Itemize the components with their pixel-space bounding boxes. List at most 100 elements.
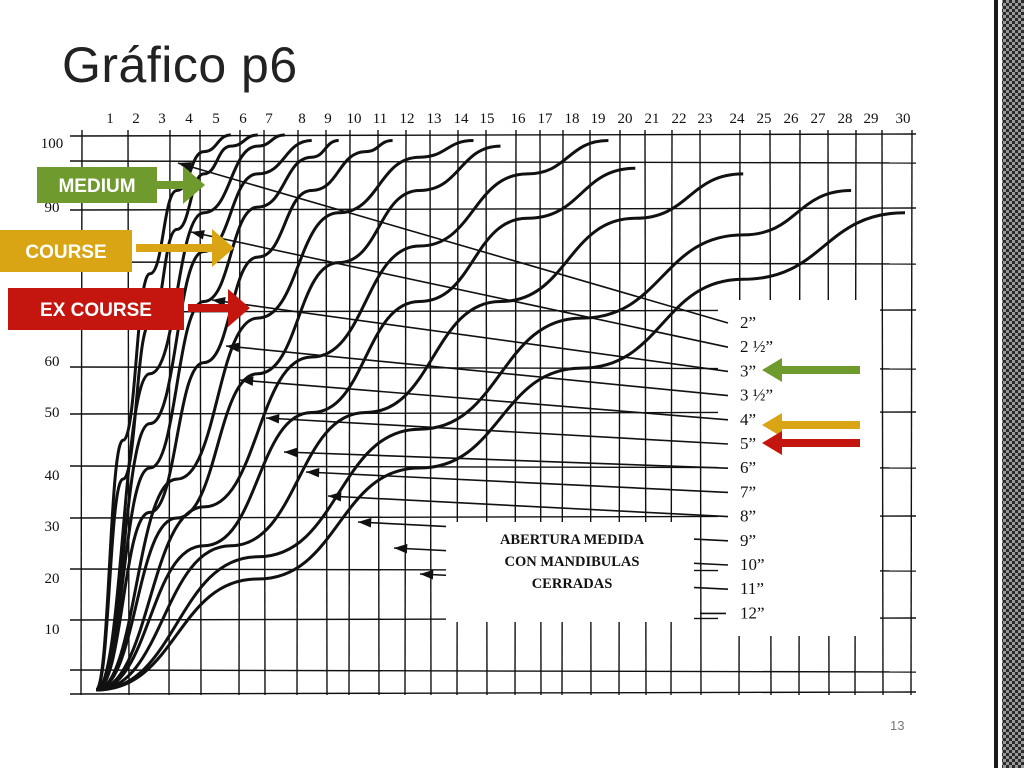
left-axis: 100 90 60 50 40 30 20 10	[41, 136, 64, 638]
legend-arrowhead	[266, 413, 280, 424]
legend-label: 9”	[740, 531, 756, 550]
top-tick-label: 21	[645, 111, 660, 127]
top-tick-label: 2	[132, 111, 140, 127]
series-line	[95, 144, 501, 692]
chart-legend: 2” 2 ½” 3” 3 ½” 4” 5” 6” 7” 8” 9” 10” 11” 12”	[177, 162, 880, 636]
legend-arrowhead	[420, 569, 434, 580]
grid-vline	[296, 129, 299, 696]
top-tick-label: 15	[480, 111, 495, 127]
top-tick-label: 29	[864, 111, 879, 127]
legend-label: 8”	[740, 507, 756, 526]
series-line	[95, 139, 609, 692]
legend-label: 7”	[740, 482, 756, 501]
legend-panel	[718, 300, 880, 636]
ex_course-legend-arrow-head	[762, 431, 782, 455]
series-line	[95, 139, 474, 692]
left-tick-label: 60	[45, 354, 60, 370]
chart: 1 2 3 4 5 6 7 8 9 10 11 12 13 14 15 16 17 18 19 20 21 22 23 24 2…	[0, 111, 917, 696]
legend-label: 2 ½”	[740, 337, 773, 356]
chart-svg: 1 2 3 4 5 6 7 8 9 10 11 12 13 14 15 16 17 18 19 20 21 22 23 24 2…	[0, 111, 917, 696]
top-tick-label: 27	[811, 111, 827, 127]
grid-hline	[69, 691, 917, 695]
grid-vline	[199, 129, 202, 696]
series-line	[94, 133, 231, 692]
top-tick-label: 22	[672, 111, 687, 127]
left-tick-label: 10	[45, 622, 60, 638]
top-tick-label: 5	[212, 111, 220, 127]
top-tick-label: 13	[427, 111, 442, 127]
page-number: 13	[890, 718, 905, 733]
legend-arrowhead	[178, 162, 192, 172]
legend-arrowhead	[240, 376, 254, 386]
note-label: ABERTURA MEDIDA	[500, 532, 645, 548]
left-tick-label: 100	[41, 136, 64, 152]
slide-border-decoration	[982, 0, 1024, 768]
grid-hline	[69, 261, 917, 265]
legend-label: 5”	[740, 434, 756, 453]
chart-series	[94, 133, 906, 692]
legend-leader-line	[283, 451, 729, 469]
top-tick-label: 24	[730, 111, 746, 127]
legend-label: 3”	[740, 361, 756, 380]
medium-arrow-shaft	[157, 181, 187, 189]
legend-arrowhead	[284, 447, 298, 458]
legend-arrowhead	[226, 342, 240, 353]
series-line	[95, 139, 339, 692]
grid-hline	[69, 133, 917, 137]
top-tick-label: 16	[511, 111, 527, 127]
left-tick-label: 90	[45, 200, 60, 216]
top-tick-label: 30	[896, 111, 911, 127]
top-tick-label: 8	[298, 111, 306, 127]
ex_course-label-box	[8, 288, 184, 330]
top-tick-label: 1	[106, 111, 114, 127]
top-tick-label: 17	[538, 111, 554, 127]
ex_course-legend-arrow-shaft	[778, 439, 860, 447]
legend-label: 3 ½”	[740, 386, 773, 405]
top-tick-label: 28	[838, 111, 853, 127]
left-tick-label: 50	[45, 405, 60, 421]
legend-leader-line	[239, 379, 729, 421]
note-label: CON MANDIBULAS	[505, 554, 640, 570]
medium-label-box	[37, 167, 157, 203]
legend-label: 2”	[740, 313, 756, 332]
grid-vline	[325, 129, 328, 696]
course-arrow-shaft	[136, 244, 216, 252]
top-tick-label: 20	[618, 111, 633, 127]
top-tick-label: 25	[757, 111, 772, 127]
grid-hline	[69, 669, 917, 673]
legend-leader-line	[265, 417, 729, 445]
medium-arrow-head	[183, 166, 205, 204]
series-line	[95, 133, 285, 692]
top-tick-label: 12	[400, 111, 415, 127]
grid-vline	[404, 129, 407, 696]
legend-label: 6”	[740, 458, 756, 477]
top-tick-label: 6	[239, 111, 247, 127]
series-line	[95, 189, 852, 692]
medium-label: MEDIUM	[58, 176, 135, 197]
top-tick-label: 18	[565, 111, 580, 127]
top-tick-label: 4	[185, 111, 193, 127]
legend-label: 4”	[740, 410, 756, 429]
legend-leader-line	[190, 231, 729, 348]
ex_course-arrow-head	[228, 289, 250, 327]
legend-arrowhead	[306, 467, 320, 478]
left-tick-label: 40	[45, 468, 60, 484]
series-line	[95, 211, 906, 692]
legend-leader-line	[177, 162, 729, 324]
series-line	[95, 166, 636, 692]
legend-label: 11”	[740, 579, 764, 598]
slide-title: Gráfico p6	[62, 37, 298, 93]
legend-label: 10”	[740, 555, 765, 574]
grid-vline	[168, 129, 171, 696]
category-labels: MEDIUM COURSE EX COURSE	[0, 166, 860, 455]
course-legend-arrow-shaft	[778, 421, 860, 429]
series-line	[95, 139, 312, 692]
left-tick-label: 30	[45, 519, 60, 535]
grid-hline	[69, 160, 917, 164]
course-label-box	[0, 230, 132, 272]
legend-arrowhead	[394, 543, 408, 554]
top-tick-label: 7	[265, 111, 273, 127]
left-tick-label: 20	[45, 571, 60, 587]
top-tick-label: 23	[698, 111, 713, 127]
series-line	[95, 172, 744, 692]
